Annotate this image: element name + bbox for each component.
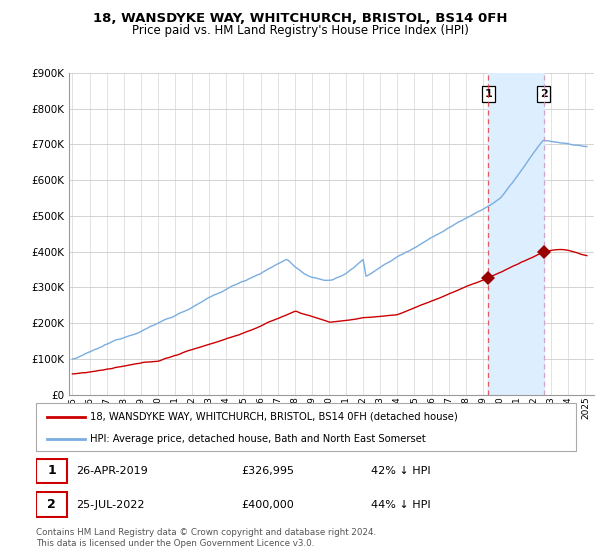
Text: HPI: Average price, detached house, Bath and North East Somerset: HPI: Average price, detached house, Bath… [90, 434, 426, 444]
Text: £400,000: £400,000 [241, 500, 294, 510]
Bar [488, 73, 544, 395]
Text: 1: 1 [47, 464, 56, 478]
Text: 2: 2 [47, 498, 56, 511]
Text: £326,995: £326,995 [241, 466, 294, 476]
Text: Price paid vs. HM Land Registry's House Price Index (HPI): Price paid vs. HM Land Registry's House … [131, 24, 469, 36]
Text: 18, WANSDYKE WAY, WHITCHURCH, BRISTOL, BS14 0FH (detached house): 18, WANSDYKE WAY, WHITCHURCH, BRISTOL, B… [90, 412, 458, 422]
Text: 18, WANSDYKE WAY, WHITCHURCH, BRISTOL, BS14 0FH: 18, WANSDYKE WAY, WHITCHURCH, BRISTOL, B… [93, 12, 507, 25]
Text: 42% ↓ HPI: 42% ↓ HPI [371, 466, 430, 476]
Bar [36, 459, 67, 483]
Text: 26-APR-2019: 26-APR-2019 [77, 466, 148, 476]
Text: 44% ↓ HPI: 44% ↓ HPI [371, 500, 430, 510]
Text: 2: 2 [540, 89, 548, 99]
Text: 1: 1 [484, 89, 492, 99]
Bar [36, 492, 67, 517]
Text: Contains HM Land Registry data © Crown copyright and database right 2024.
This d: Contains HM Land Registry data © Crown c… [36, 528, 376, 548]
Text: 25-JUL-2022: 25-JUL-2022 [77, 500, 145, 510]
